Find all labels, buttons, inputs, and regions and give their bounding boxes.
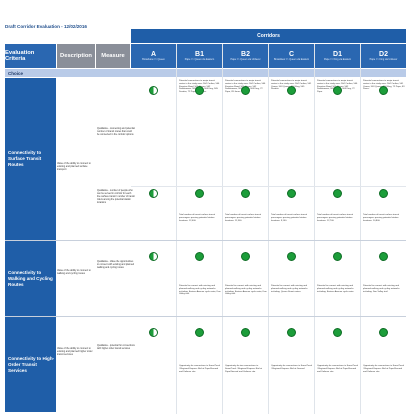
measure-header-label: Measure xyxy=(101,53,125,59)
rating-circle-full xyxy=(240,252,250,261)
rating-circle-full xyxy=(378,328,388,337)
criterion-label: Connectivity to High-Order Transit Servi… xyxy=(5,317,56,412)
corridor-sub: Pape => Queen via Eastern xyxy=(184,58,215,61)
measure-text: Qualitative - connecting and potential n… xyxy=(97,128,135,136)
corridor-note: Opportunity for connections to SmartTrac… xyxy=(271,365,313,370)
corridor-header-a: A Broadview => Queen xyxy=(131,44,176,68)
rating-circle-half xyxy=(148,189,158,198)
rating-circle-half xyxy=(148,86,158,95)
corridor-header-d2: D2 Pape => King via Unilever xyxy=(361,44,406,68)
criterion-row-high-order-transit: Connectivity to High-Order Transit Servi… xyxy=(5,317,406,412)
rating-circle-full xyxy=(194,252,204,261)
corridor-sub: Broadview => Queen xyxy=(142,58,165,61)
rating-circle-full xyxy=(286,252,296,261)
rating-circle-full xyxy=(332,86,342,95)
rating-circle-full xyxy=(378,252,388,261)
corridor-code: B1 xyxy=(195,51,204,58)
rating-circle-full xyxy=(286,328,296,337)
corridor-note: Total number of transit surface transit … xyxy=(225,214,261,222)
corridor-note: Total number of transit surface transit … xyxy=(317,214,353,222)
page-title: Draft Corridor Evaluation - 12/02/2016 xyxy=(5,24,87,29)
measure-text: Qualitative - number of people who can b… xyxy=(97,190,135,204)
description-header: Description xyxy=(57,44,95,68)
column-divider xyxy=(176,44,177,414)
corridor-note: Potential to connect with existing and p… xyxy=(179,285,221,296)
rating-circle-full xyxy=(240,328,250,337)
description-header-label: Description xyxy=(60,53,92,59)
corridor-note: Opportunity for connections to SmartTrac… xyxy=(363,365,405,373)
corridor-note: Opportunity for connections to SmartTrac… xyxy=(179,365,221,373)
criteria-header: Evaluation Criteria xyxy=(5,44,56,68)
corridor-sub: Broadview => Queen via Eastern xyxy=(273,58,310,61)
rating-circle-half xyxy=(148,252,158,261)
criterion-label: Connectivity to Surface Transit Routes xyxy=(5,78,56,240)
criteria-header-label: Evaluation Criteria xyxy=(5,50,35,62)
column-divider xyxy=(268,44,269,414)
rating-circle-full xyxy=(240,189,250,198)
rating-circle-half xyxy=(148,328,158,337)
measure-text: Qualitative - potential for connections … xyxy=(97,345,135,350)
rating-circle-full xyxy=(378,86,388,95)
criterion-description: Value of the ability to connect to exist… xyxy=(57,162,91,171)
row-divider xyxy=(131,186,406,187)
corridor-code: D1 xyxy=(333,51,342,58)
measure-header: Measure xyxy=(96,44,130,68)
criterion-description: Value of the ability to connect to exist… xyxy=(57,347,93,356)
corridor-code: C xyxy=(288,51,295,58)
corridor-note: Potential to connect with existing and p… xyxy=(317,285,355,293)
corridors-banner: Corridors xyxy=(131,29,406,43)
rating-circle-full xyxy=(286,189,296,198)
table-header: Evaluation Criteria Description Measure … xyxy=(0,44,414,70)
corridor-header-b2: B2 Pape => Queen via Unilever xyxy=(223,44,268,68)
corridor-header-b1: B1 Pape => Queen via Eastern xyxy=(177,44,222,68)
corridor-note: Total number of transit surface transit … xyxy=(179,214,215,222)
rating-circle-full xyxy=(378,189,388,198)
measure-text: Qualitative - Value the opportunities to… xyxy=(97,261,135,269)
criterion-label: Connectivity to Walking and Cycling Rout… xyxy=(5,241,56,316)
column-divider xyxy=(314,44,315,414)
corridor-note: Total number of transit surface transit … xyxy=(271,214,307,222)
rating-circle-full xyxy=(194,86,204,95)
corridor-note: Opportunity for two connections to Smart… xyxy=(225,365,262,373)
criterion-row-surface-transit: Connectivity to Surface Transit Routes V… xyxy=(5,78,406,241)
corridor-note: Potential to connect with existing and p… xyxy=(363,285,400,293)
column-divider xyxy=(222,44,223,414)
corridor-header-c: C Broadview => Queen via Eastern xyxy=(269,44,314,68)
rating-circle-full xyxy=(332,189,342,198)
corridor-code: D2 xyxy=(379,51,388,58)
rating-circle-full xyxy=(194,328,204,337)
rating-circle-full xyxy=(332,252,342,261)
column-divider xyxy=(360,44,361,414)
criterion-description: Value of the ability to connect to walki… xyxy=(57,269,91,275)
rating-circle-full xyxy=(332,328,342,337)
corridor-sub: Pape => King via Unilever xyxy=(369,58,398,61)
rating-circle-full xyxy=(240,86,250,95)
corridor-sub: Pape => King via Eastern xyxy=(323,58,352,61)
corridor-note: Potential to connect with existing and p… xyxy=(225,285,267,296)
criterion-row-walking-cycling: Connectivity to Walking and Cycling Rout… xyxy=(5,241,406,317)
corridor-code: A xyxy=(150,51,157,58)
corridor-note: Total number of transit surface transit … xyxy=(363,214,399,222)
corridor-code: B2 xyxy=(241,51,250,58)
corridor-note: Potential to connect with existing and p… xyxy=(271,285,308,293)
corridor-header-d1: D1 Pape => King via Eastern xyxy=(315,44,360,68)
rating-circle-full xyxy=(194,189,204,198)
corridor-sub: Pape => Queen via Unilever xyxy=(230,58,261,61)
corridor-note: Opportunity for connections to SmartTrac… xyxy=(317,365,359,373)
rating-circle-full xyxy=(286,86,296,95)
choice-section-bar: Choice xyxy=(5,69,406,77)
